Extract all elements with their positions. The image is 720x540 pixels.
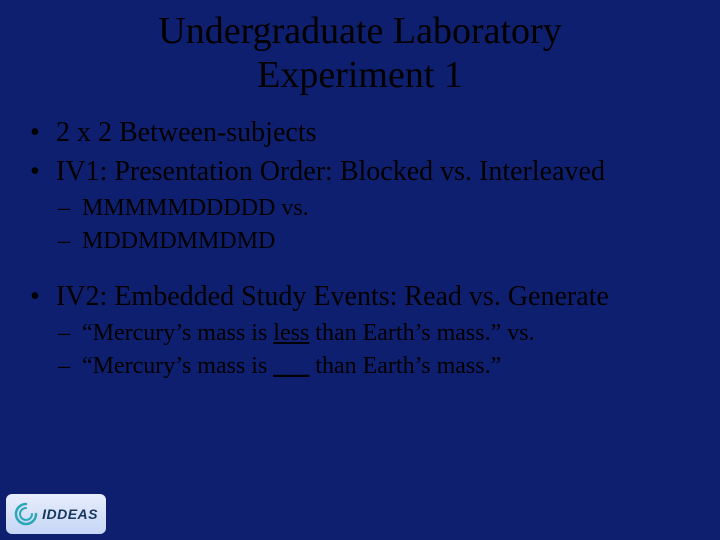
- sub-suffix: than Earth’s mass.”: [309, 353, 501, 379]
- sub-prefix: “Mercury’s mass is: [82, 353, 273, 379]
- sub-bullet-item: MDDMDMMDMD: [56, 225, 700, 257]
- iddeas-logo: IDDEAS: [6, 494, 106, 534]
- sub-bullet-text: MMMMMDDDDD vs.: [82, 195, 309, 221]
- sub-bullet-list: “Mercury’s mass is less than Earth’s mas…: [56, 317, 700, 382]
- bullet-text: IV1: Presentation Order: Blocked vs. Int…: [56, 156, 605, 187]
- sub-suffix: than Earth’s mass.” vs.: [309, 320, 534, 346]
- slide-title: Undergraduate Laboratory Experiment 1: [0, 0, 720, 115]
- sub-bullet-text: MDDMDMMDMD: [82, 228, 275, 254]
- bullet-text: 2 x 2 Between-subjects: [56, 117, 317, 148]
- sub-underlined: ___: [273, 353, 309, 379]
- bullet-item: 2 x 2 Between-subjects: [28, 115, 700, 151]
- sub-prefix: “Mercury’s mass is: [82, 320, 273, 346]
- title-line-2: Experiment 1: [257, 54, 463, 96]
- title-line-1: Undergraduate Laboratory: [158, 10, 561, 52]
- sub-underlined: less: [273, 320, 309, 346]
- sub-bullet-item: MMMMMDDDDD vs.: [56, 192, 700, 224]
- bullet-item: IV2: Embedded Study Events: Read vs. Gen…: [28, 279, 700, 382]
- sub-bullet-list: MMMMMDDDDD vs. MDDMDMMDMD: [56, 192, 700, 257]
- bullet-list: 2 x 2 Between-subjects IV1: Presentation…: [28, 115, 700, 382]
- sub-bullet-item: “Mercury’s mass is ___ than Earth’s mass…: [56, 350, 700, 382]
- slide-content: 2 x 2 Between-subjects IV1: Presentation…: [0, 115, 720, 382]
- bullet-item: IV1: Presentation Order: Blocked vs. Int…: [28, 154, 700, 257]
- logo-text: IDDEAS: [42, 506, 98, 522]
- logo-swirl-icon: [12, 500, 40, 528]
- sub-bullet-item: “Mercury’s mass is less than Earth’s mas…: [56, 317, 700, 349]
- bullet-text: IV2: Embedded Study Events: Read vs. Gen…: [56, 281, 609, 312]
